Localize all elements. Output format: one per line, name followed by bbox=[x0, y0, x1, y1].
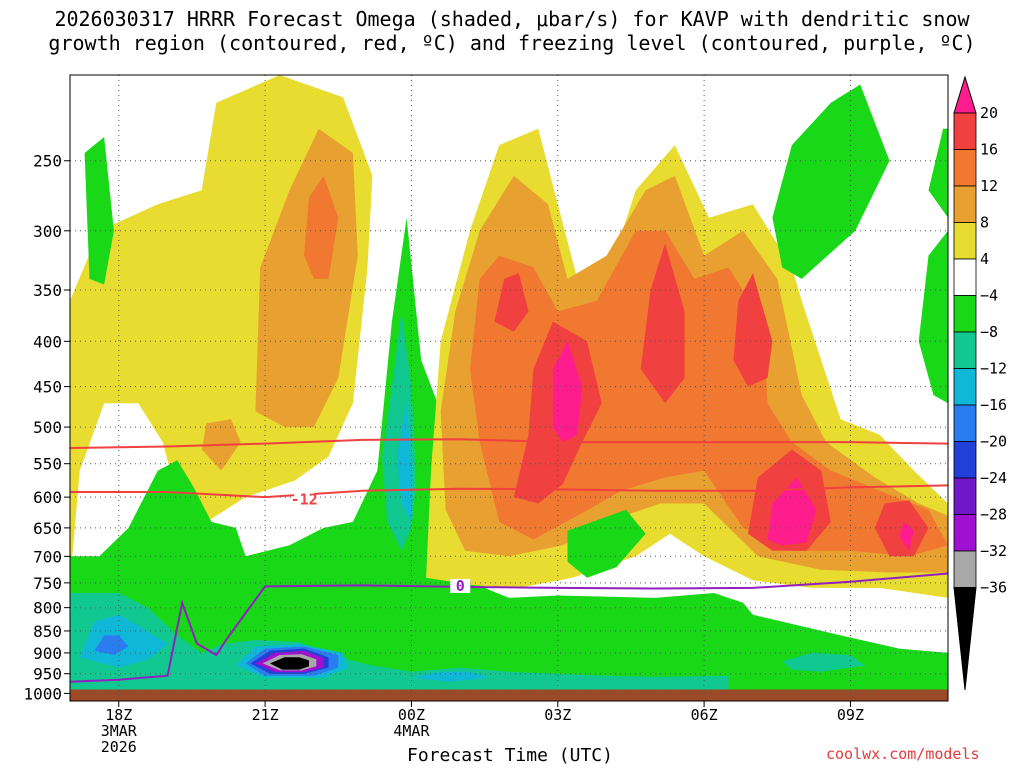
colorbar-bin-12 bbox=[953, 514, 977, 552]
contour-label-bg-0 bbox=[294, 492, 315, 507]
colorbar-label-1: 16 bbox=[980, 141, 998, 159]
y-tick-label-400: 400 bbox=[33, 332, 62, 351]
omega-region-16 bbox=[767, 477, 817, 546]
x-tick-label-06Z: 06Z bbox=[691, 706, 718, 724]
y-tick-label-700: 700 bbox=[33, 547, 62, 566]
omega-region-37 bbox=[270, 657, 309, 670]
x-tick-date-18Z: 3MAR bbox=[101, 722, 138, 740]
y-tick-label-800: 800 bbox=[33, 599, 62, 618]
y-tick-label-300: 300 bbox=[33, 222, 62, 241]
colorbar-label-0: 20 bbox=[980, 104, 998, 122]
omega-region-5 bbox=[70, 217, 948, 701]
omega-region-24 bbox=[567, 509, 646, 578]
credit-text: coolwx.com/models bbox=[826, 745, 980, 763]
y-tick-label-650: 650 bbox=[33, 519, 62, 538]
x-tick-label-00Z: 00Z bbox=[398, 706, 425, 724]
omega-region-17 bbox=[899, 521, 914, 551]
omega-region-2 bbox=[304, 175, 339, 279]
y-tick-label-250: 250 bbox=[33, 152, 62, 171]
omega-region-27 bbox=[782, 652, 866, 672]
contour-label-1: 0 bbox=[456, 577, 465, 595]
colorbar-bin-6 bbox=[953, 295, 977, 333]
omega-region-21 bbox=[772, 84, 890, 279]
colorbar-bin-4 bbox=[953, 222, 977, 260]
colorbar-label-6: −8 bbox=[980, 323, 998, 341]
y-tick-label-750: 750 bbox=[33, 574, 62, 593]
contour-label-bg-1 bbox=[450, 578, 471, 593]
omega-region-14 bbox=[494, 273, 529, 332]
y-tick-label-500: 500 bbox=[33, 418, 62, 437]
colorbar-label-8: −16 bbox=[980, 396, 1007, 414]
omega-region-20 bbox=[450, 587, 480, 610]
colorbar-bin-9 bbox=[953, 404, 977, 442]
y-tick-label-600: 600 bbox=[33, 488, 62, 507]
y-tick-label-850: 850 bbox=[33, 622, 62, 641]
colorbar-bin-8 bbox=[953, 368, 977, 406]
x-tick-label-21Z: 21Z bbox=[252, 706, 279, 724]
colorbar-label-12: −32 bbox=[980, 542, 1007, 560]
omega-region-22 bbox=[918, 230, 948, 404]
y-tick-label-450: 450 bbox=[33, 378, 62, 397]
freezing-level-contour bbox=[70, 572, 948, 683]
chart-title-line-2: growth region (contoured, red, ºC) and f… bbox=[48, 31, 976, 55]
x-tick-label-09Z: 09Z bbox=[837, 706, 864, 724]
colorbar-label-7: −12 bbox=[980, 360, 1007, 378]
x-tick-year-18Z: 2026 bbox=[101, 738, 137, 756]
y-tick-label-1000: 1000 bbox=[23, 684, 62, 703]
colorbar-bin-7 bbox=[953, 331, 977, 369]
dgz-top-contour bbox=[70, 438, 948, 449]
colorbar-bin-3 bbox=[953, 185, 977, 223]
colorbar-bin-11 bbox=[953, 477, 977, 515]
omega-region-11 bbox=[733, 273, 773, 387]
colorbar-bin-13 bbox=[953, 550, 977, 588]
y-tick-label-950: 950 bbox=[33, 665, 62, 684]
colorbar-label-5: −4 bbox=[980, 287, 998, 305]
colorbar-label-9: −20 bbox=[980, 433, 1007, 451]
contour-lines: -12 0 bbox=[70, 438, 948, 683]
colorbar-label-4: 4 bbox=[980, 250, 989, 268]
colorbar-label-2: 12 bbox=[980, 177, 998, 195]
contour-label-0: -12 bbox=[291, 490, 318, 508]
colorbar-bin-1 bbox=[953, 112, 977, 150]
omega-region-10 bbox=[640, 243, 685, 404]
x-tick-label-03Z: 03Z bbox=[544, 706, 571, 724]
colorbar: 20 16 12 8 4 −4 −8 −12 −16 −20 −24 −28 −32 −36 bbox=[953, 75, 1007, 691]
colorbar-label-3: 8 bbox=[980, 214, 989, 232]
colorbar-label-10: −24 bbox=[980, 469, 1007, 487]
omega-shading bbox=[70, 75, 948, 701]
omega-region-30 bbox=[396, 403, 412, 522]
surface-ground bbox=[70, 689, 948, 701]
dgz-bottom-contour bbox=[70, 484, 948, 499]
x-tick-label-18Z: 18Z bbox=[105, 706, 132, 724]
omega-region-13 bbox=[874, 500, 929, 557]
chart-title-line-1: 2026030317 HRRR Forecast Omega (shaded, … bbox=[54, 7, 970, 31]
colorbar-bin-10 bbox=[953, 441, 977, 479]
omega-region-32 bbox=[94, 635, 129, 655]
colorbar-top-arrow bbox=[953, 75, 977, 114]
omega-region-8 bbox=[470, 230, 948, 557]
omega-region-23 bbox=[928, 128, 948, 218]
colorbar-label-13: −36 bbox=[980, 579, 1007, 597]
omega-region-4 bbox=[84, 137, 114, 285]
omega-region-18 bbox=[650, 630, 700, 655]
colorbar-bottom-arrow bbox=[953, 587, 977, 691]
x-tick-date-00Z: 4MAR bbox=[393, 722, 430, 740]
colorbar-label-11: −28 bbox=[980, 506, 1007, 524]
omega-region-15 bbox=[552, 341, 583, 443]
y-tick-label-350: 350 bbox=[33, 281, 62, 300]
y-tick-label-900: 900 bbox=[33, 644, 62, 663]
y-tick-label-550: 550 bbox=[33, 455, 62, 474]
x-axis-label: Forecast Time (UTC) bbox=[407, 745, 613, 766]
omega-region-25 bbox=[70, 593, 729, 694]
colorbar-bin-2 bbox=[953, 149, 977, 187]
y-axis: 250 300 350 400 450 500 550 600 650 700 750 800 850 9… bbox=[23, 152, 70, 703]
colorbar-bin-5 bbox=[953, 258, 977, 296]
plot-frame bbox=[69, 74, 949, 702]
